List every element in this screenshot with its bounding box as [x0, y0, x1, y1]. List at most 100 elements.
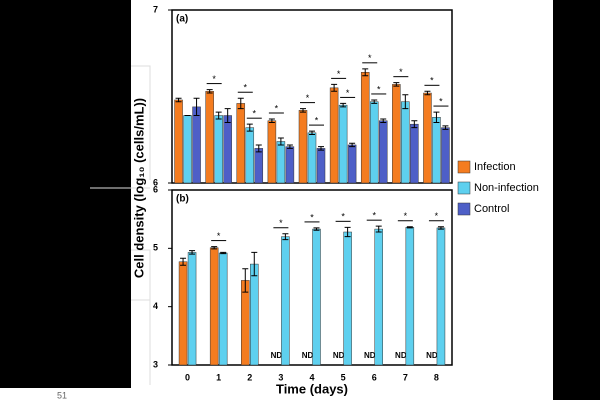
error-bar: [300, 108, 306, 113]
scan-artifact: [90, 65, 151, 385]
bar: [236, 103, 246, 184]
bar: [343, 231, 352, 366]
significance-label: *: [275, 103, 279, 113]
significance-label: *: [217, 231, 221, 241]
bar: [441, 127, 450, 184]
significance-label: *: [279, 218, 283, 228]
bar: [432, 117, 441, 184]
error-bar: [193, 97, 200, 117]
legend-label: Infection: [474, 161, 516, 173]
bar: [405, 227, 415, 366]
x-tick-label: 2: [247, 372, 252, 382]
error-bar: [255, 144, 262, 153]
error-bar: [251, 251, 258, 277]
bar: [223, 115, 232, 184]
error-bar: [237, 97, 244, 110]
x-tick-label: 3: [278, 372, 283, 382]
error-bar: [309, 130, 315, 136]
error-bar: [211, 246, 218, 250]
value-label: ND: [364, 351, 376, 360]
x-axis-label: Time (days): [276, 381, 348, 396]
bar: [423, 92, 432, 184]
error-bar: [393, 82, 400, 87]
error-bar: [371, 99, 378, 104]
bar: [241, 280, 250, 366]
significance-label: *: [244, 83, 248, 93]
significance-label: *: [315, 115, 319, 125]
significance-label: *: [435, 211, 439, 221]
y-tick-label: 6: [153, 184, 158, 194]
bar: [267, 120, 277, 184]
bar: [214, 115, 223, 184]
bar: [281, 236, 290, 366]
bar: [276, 141, 286, 184]
bar: [360, 72, 370, 184]
significance-label: *: [430, 76, 434, 86]
error-bar: [349, 142, 356, 148]
bar: [436, 227, 446, 366]
legend-swatch: [457, 160, 471, 174]
bar: [192, 106, 201, 184]
error-bar: [246, 123, 253, 132]
bar: [183, 115, 192, 184]
significance-label: *: [346, 88, 350, 98]
legend-swatch: [457, 181, 471, 195]
significance-label: *: [253, 109, 257, 119]
bar: [410, 123, 419, 184]
error-bar: [442, 125, 449, 130]
bar: [369, 101, 379, 184]
error-bar: [344, 226, 351, 238]
bar: [205, 91, 214, 184]
significance-label: *: [337, 69, 341, 79]
error-bar: [224, 108, 231, 123]
significance-label: *: [404, 211, 408, 221]
black-margin: [553, 0, 600, 400]
bar: [218, 252, 228, 366]
error-bar: [402, 94, 409, 110]
significance-label: *: [372, 211, 376, 221]
bar: [209, 247, 219, 366]
bar: [312, 228, 321, 366]
error-bar: [277, 137, 284, 146]
y-tick-label: 6: [153, 177, 158, 187]
error-bar: [180, 257, 187, 266]
significance-label: *: [310, 212, 314, 222]
bar: [338, 104, 348, 184]
black-margin: [0, 0, 131, 388]
error-bar: [375, 225, 382, 233]
value-label: ND: [271, 351, 283, 360]
value-label: ND: [426, 351, 438, 360]
legend-label: Non-infection: [474, 182, 539, 194]
legend-label: Control: [474, 203, 509, 215]
error-bar: [340, 102, 347, 108]
value-label: ND: [302, 351, 314, 360]
value-label: ND: [333, 351, 345, 360]
bar: [392, 84, 401, 184]
x-tick-label: 0: [185, 372, 190, 382]
significance-label: *: [377, 84, 381, 94]
page-number: 51: [57, 390, 67, 400]
error-bar: [313, 227, 320, 231]
error-bar: [206, 89, 213, 94]
error-bar: [433, 111, 440, 123]
x-tick-label: 4: [309, 372, 314, 382]
error-bar: [318, 146, 324, 151]
bar: [245, 127, 255, 184]
error-bar: [220, 251, 227, 255]
error-bar: [380, 118, 387, 123]
bar: [347, 144, 357, 184]
plot-frame: [171, 189, 453, 366]
bar: [178, 261, 188, 366]
error-bar: [406, 226, 413, 229]
y-tick-label: 7: [153, 4, 158, 14]
bar: [174, 99, 183, 184]
bar: [285, 146, 295, 184]
error-bar: [268, 118, 275, 123]
bar: [316, 148, 326, 184]
panel-label: (b): [176, 194, 189, 205]
panel-label: (a): [176, 14, 188, 25]
x-tick-label: 5: [341, 372, 346, 382]
bar: [298, 110, 308, 184]
error-bar: [286, 144, 293, 149]
